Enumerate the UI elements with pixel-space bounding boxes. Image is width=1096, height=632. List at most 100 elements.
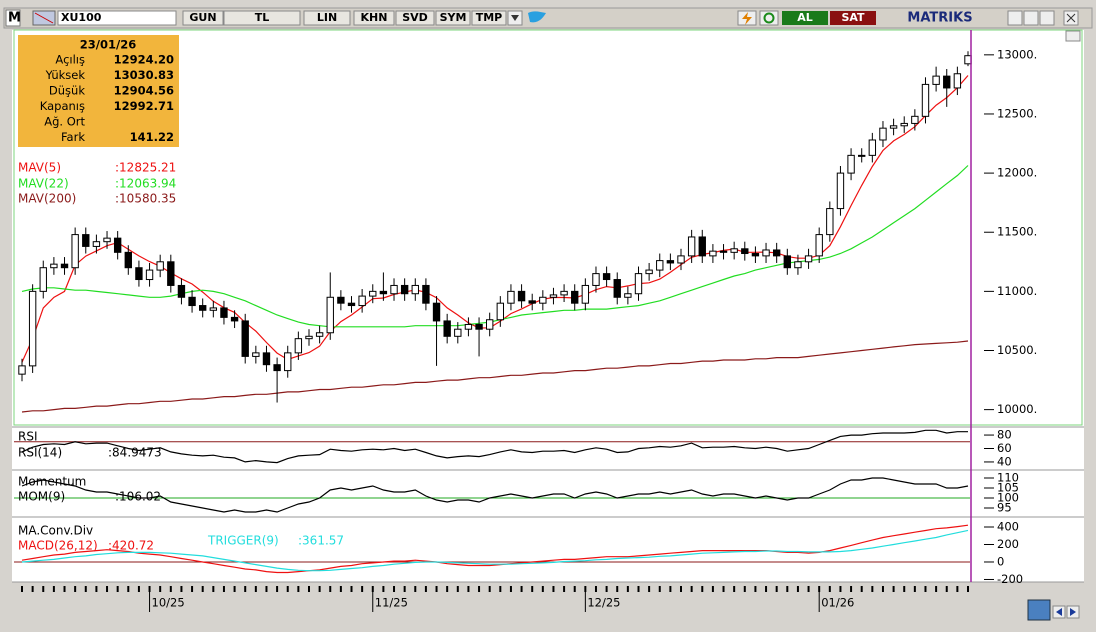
info-label: Açılış xyxy=(55,53,85,67)
toolbar-button[interactable] xyxy=(395,10,435,26)
candle-body xyxy=(517,290,526,302)
candle-body xyxy=(422,284,430,304)
candle-body xyxy=(241,320,249,357)
candle-body xyxy=(634,273,643,295)
legend-value: :10580.35 xyxy=(115,192,176,206)
info-value: 12924.20 xyxy=(114,53,174,67)
x-tick-label: 12/25 xyxy=(587,596,620,610)
candle-body xyxy=(177,284,186,298)
candle-body xyxy=(794,261,802,269)
plot-layer: 10000. 10500. 11000. 11500. 12000. 12500. 1300… xyxy=(14,47,1037,612)
candle-body xyxy=(209,307,218,311)
info-label: Düşük xyxy=(49,84,85,98)
y-tick-label: 60 xyxy=(997,441,1012,455)
minimize-button[interactable] xyxy=(1023,10,1039,26)
candle-body xyxy=(262,352,271,366)
legend-name: TRIGGER(9) xyxy=(207,534,279,548)
candle-body xyxy=(485,319,494,330)
candle-body xyxy=(315,332,324,337)
candle-body xyxy=(666,260,675,264)
candle-body xyxy=(39,267,47,292)
scroll-button[interactable] xyxy=(1027,599,1051,621)
indicator-line xyxy=(21,529,969,572)
toolbar-button[interactable] xyxy=(303,10,351,26)
candle-body xyxy=(50,263,58,269)
candle-body xyxy=(943,75,951,89)
candle-body xyxy=(645,269,653,275)
candle-body xyxy=(889,125,898,129)
legend-value: :106.02 xyxy=(115,490,161,504)
toolbar-button[interactable] xyxy=(353,10,395,26)
info-rows: Açılış 12924.20 Yüksek 13030.83 Düşük 12904.5… xyxy=(40,53,174,145)
twitter-icon[interactable] xyxy=(528,11,546,23)
toolbar-button[interactable] xyxy=(182,10,224,26)
toolbar-button[interactable] xyxy=(435,10,471,26)
candle-body xyxy=(326,296,334,334)
x-tick-label: 11/25 xyxy=(375,596,408,610)
flash-icon xyxy=(742,12,752,25)
candle-body xyxy=(730,248,738,253)
candle-body xyxy=(687,236,696,257)
legend-name: MOM(9) xyxy=(18,490,65,504)
candle-body xyxy=(602,273,611,281)
toolbar-button-label: KHN xyxy=(361,11,388,24)
indicator-line xyxy=(21,429,968,464)
logo-box xyxy=(5,9,21,27)
toolbar-button-label: GUN xyxy=(189,11,216,24)
candle-body xyxy=(411,284,419,295)
legend-name: MACD(26,12) xyxy=(18,539,98,553)
buy-label: AL xyxy=(797,11,813,24)
info-date: 23/01/26 xyxy=(80,38,136,52)
candle-body xyxy=(496,302,505,321)
y-tick-label: 80 xyxy=(997,428,1012,442)
refresh-icon xyxy=(763,12,775,24)
info-label: Kapanış xyxy=(40,99,85,113)
info-box xyxy=(18,35,179,147)
indicator-line xyxy=(21,477,969,513)
symbol-field[interactable] xyxy=(57,10,177,26)
maximize-button[interactable] xyxy=(1039,10,1055,26)
candle-body xyxy=(454,328,462,337)
candle-body xyxy=(868,139,877,156)
sell-button[interactable] xyxy=(830,11,876,25)
candle-body xyxy=(188,296,196,307)
y-tick-label: 11000. xyxy=(997,284,1037,298)
y-tick-label: 13000. xyxy=(997,47,1037,61)
candle-body xyxy=(475,323,483,330)
candle-body xyxy=(145,269,154,281)
candle-body xyxy=(156,261,164,271)
y-tick-label: 105 xyxy=(997,481,1019,495)
candle-body xyxy=(347,302,356,307)
candle-body xyxy=(337,296,345,304)
y-tick-label: 0 xyxy=(997,554,1004,568)
candle-body xyxy=(273,364,281,372)
flag-icon-mark xyxy=(34,12,54,24)
y-tick-label: 400 xyxy=(997,519,1019,533)
arrow-left xyxy=(1056,608,1062,616)
candle-body xyxy=(741,248,749,255)
candle-body xyxy=(379,290,388,295)
menu-button[interactable] xyxy=(1007,10,1023,26)
candle-body xyxy=(709,250,717,257)
candle-body xyxy=(113,237,122,253)
candle-body xyxy=(953,73,962,89)
x-tick-label: 10/25 xyxy=(152,596,185,610)
info-value: 13030.83 xyxy=(114,68,174,82)
candle-body xyxy=(18,365,26,375)
info-label: Ağ. Ort xyxy=(44,115,85,129)
legend-value: :12063.94 xyxy=(115,177,176,191)
brand: MATRIKS xyxy=(907,11,972,26)
candle-body xyxy=(719,250,728,253)
candle-body xyxy=(220,307,228,318)
panel-button[interactable] xyxy=(1065,30,1081,42)
candle-body xyxy=(528,300,536,304)
buy-button[interactable] xyxy=(782,11,828,25)
candle-body xyxy=(199,305,207,311)
toolbar-button[interactable] xyxy=(471,10,507,26)
candle-body xyxy=(92,241,101,247)
refresh-button[interactable] xyxy=(759,10,779,26)
candle-body xyxy=(60,263,69,269)
toolbar-button[interactable] xyxy=(223,10,301,26)
y-tick-label: 10000. xyxy=(997,402,1037,416)
